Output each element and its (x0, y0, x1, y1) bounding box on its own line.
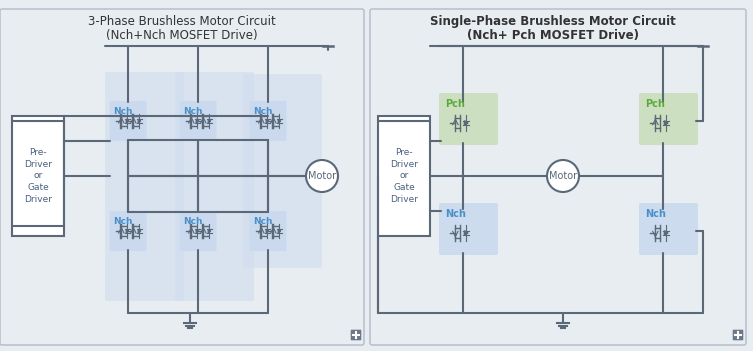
Text: Nch: Nch (114, 217, 133, 226)
FancyBboxPatch shape (733, 330, 743, 340)
Polygon shape (127, 119, 129, 123)
Text: Nch: Nch (254, 107, 273, 116)
Polygon shape (465, 121, 468, 125)
Text: Single-Phase Brushless Motor Circuit: Single-Phase Brushless Motor Circuit (430, 15, 676, 28)
Text: 3-Phase Brushless Motor Circuit: 3-Phase Brushless Motor Circuit (88, 15, 276, 28)
Text: (Nch+Nch MOSFET Drive): (Nch+Nch MOSFET Drive) (106, 29, 258, 42)
Text: Pre-
Driver
or
Gate
Driver: Pre- Driver or Gate Driver (24, 148, 52, 204)
Circle shape (547, 160, 579, 192)
Polygon shape (267, 119, 269, 123)
FancyBboxPatch shape (639, 203, 698, 255)
FancyBboxPatch shape (12, 116, 64, 236)
Polygon shape (664, 231, 668, 235)
FancyBboxPatch shape (109, 211, 147, 251)
FancyBboxPatch shape (249, 211, 286, 251)
FancyBboxPatch shape (109, 101, 147, 141)
FancyBboxPatch shape (439, 203, 498, 255)
Polygon shape (139, 229, 141, 233)
Text: Nch: Nch (254, 217, 273, 226)
Polygon shape (465, 231, 468, 235)
FancyBboxPatch shape (0, 9, 364, 345)
Text: Motor: Motor (308, 171, 336, 181)
Polygon shape (279, 119, 281, 123)
Text: Pch: Pch (445, 99, 465, 109)
FancyBboxPatch shape (439, 93, 498, 145)
Polygon shape (209, 229, 211, 233)
Text: Nch: Nch (445, 209, 466, 219)
Polygon shape (267, 229, 269, 233)
FancyBboxPatch shape (351, 330, 361, 340)
FancyBboxPatch shape (179, 101, 217, 141)
Polygon shape (139, 119, 141, 123)
Polygon shape (127, 229, 129, 233)
FancyBboxPatch shape (179, 211, 217, 251)
Text: Pre-
Driver
or
Gate
Driver: Pre- Driver or Gate Driver (390, 148, 418, 204)
Polygon shape (279, 229, 281, 233)
Polygon shape (197, 119, 199, 123)
Text: Nch: Nch (114, 107, 133, 116)
FancyBboxPatch shape (378, 116, 430, 236)
FancyBboxPatch shape (175, 72, 254, 301)
Text: (Nch+ Pch MOSFET Drive): (Nch+ Pch MOSFET Drive) (467, 29, 639, 42)
Text: Pch: Pch (645, 99, 665, 109)
FancyBboxPatch shape (105, 72, 184, 301)
FancyBboxPatch shape (639, 93, 698, 145)
Text: Nch: Nch (184, 107, 203, 116)
Polygon shape (664, 121, 668, 125)
FancyBboxPatch shape (249, 101, 286, 141)
Polygon shape (197, 229, 199, 233)
FancyBboxPatch shape (243, 74, 322, 268)
FancyBboxPatch shape (370, 9, 746, 345)
Text: Motor: Motor (549, 171, 577, 181)
Text: Nch: Nch (184, 217, 203, 226)
Circle shape (306, 160, 338, 192)
Polygon shape (209, 119, 211, 123)
Text: Nch: Nch (645, 209, 666, 219)
